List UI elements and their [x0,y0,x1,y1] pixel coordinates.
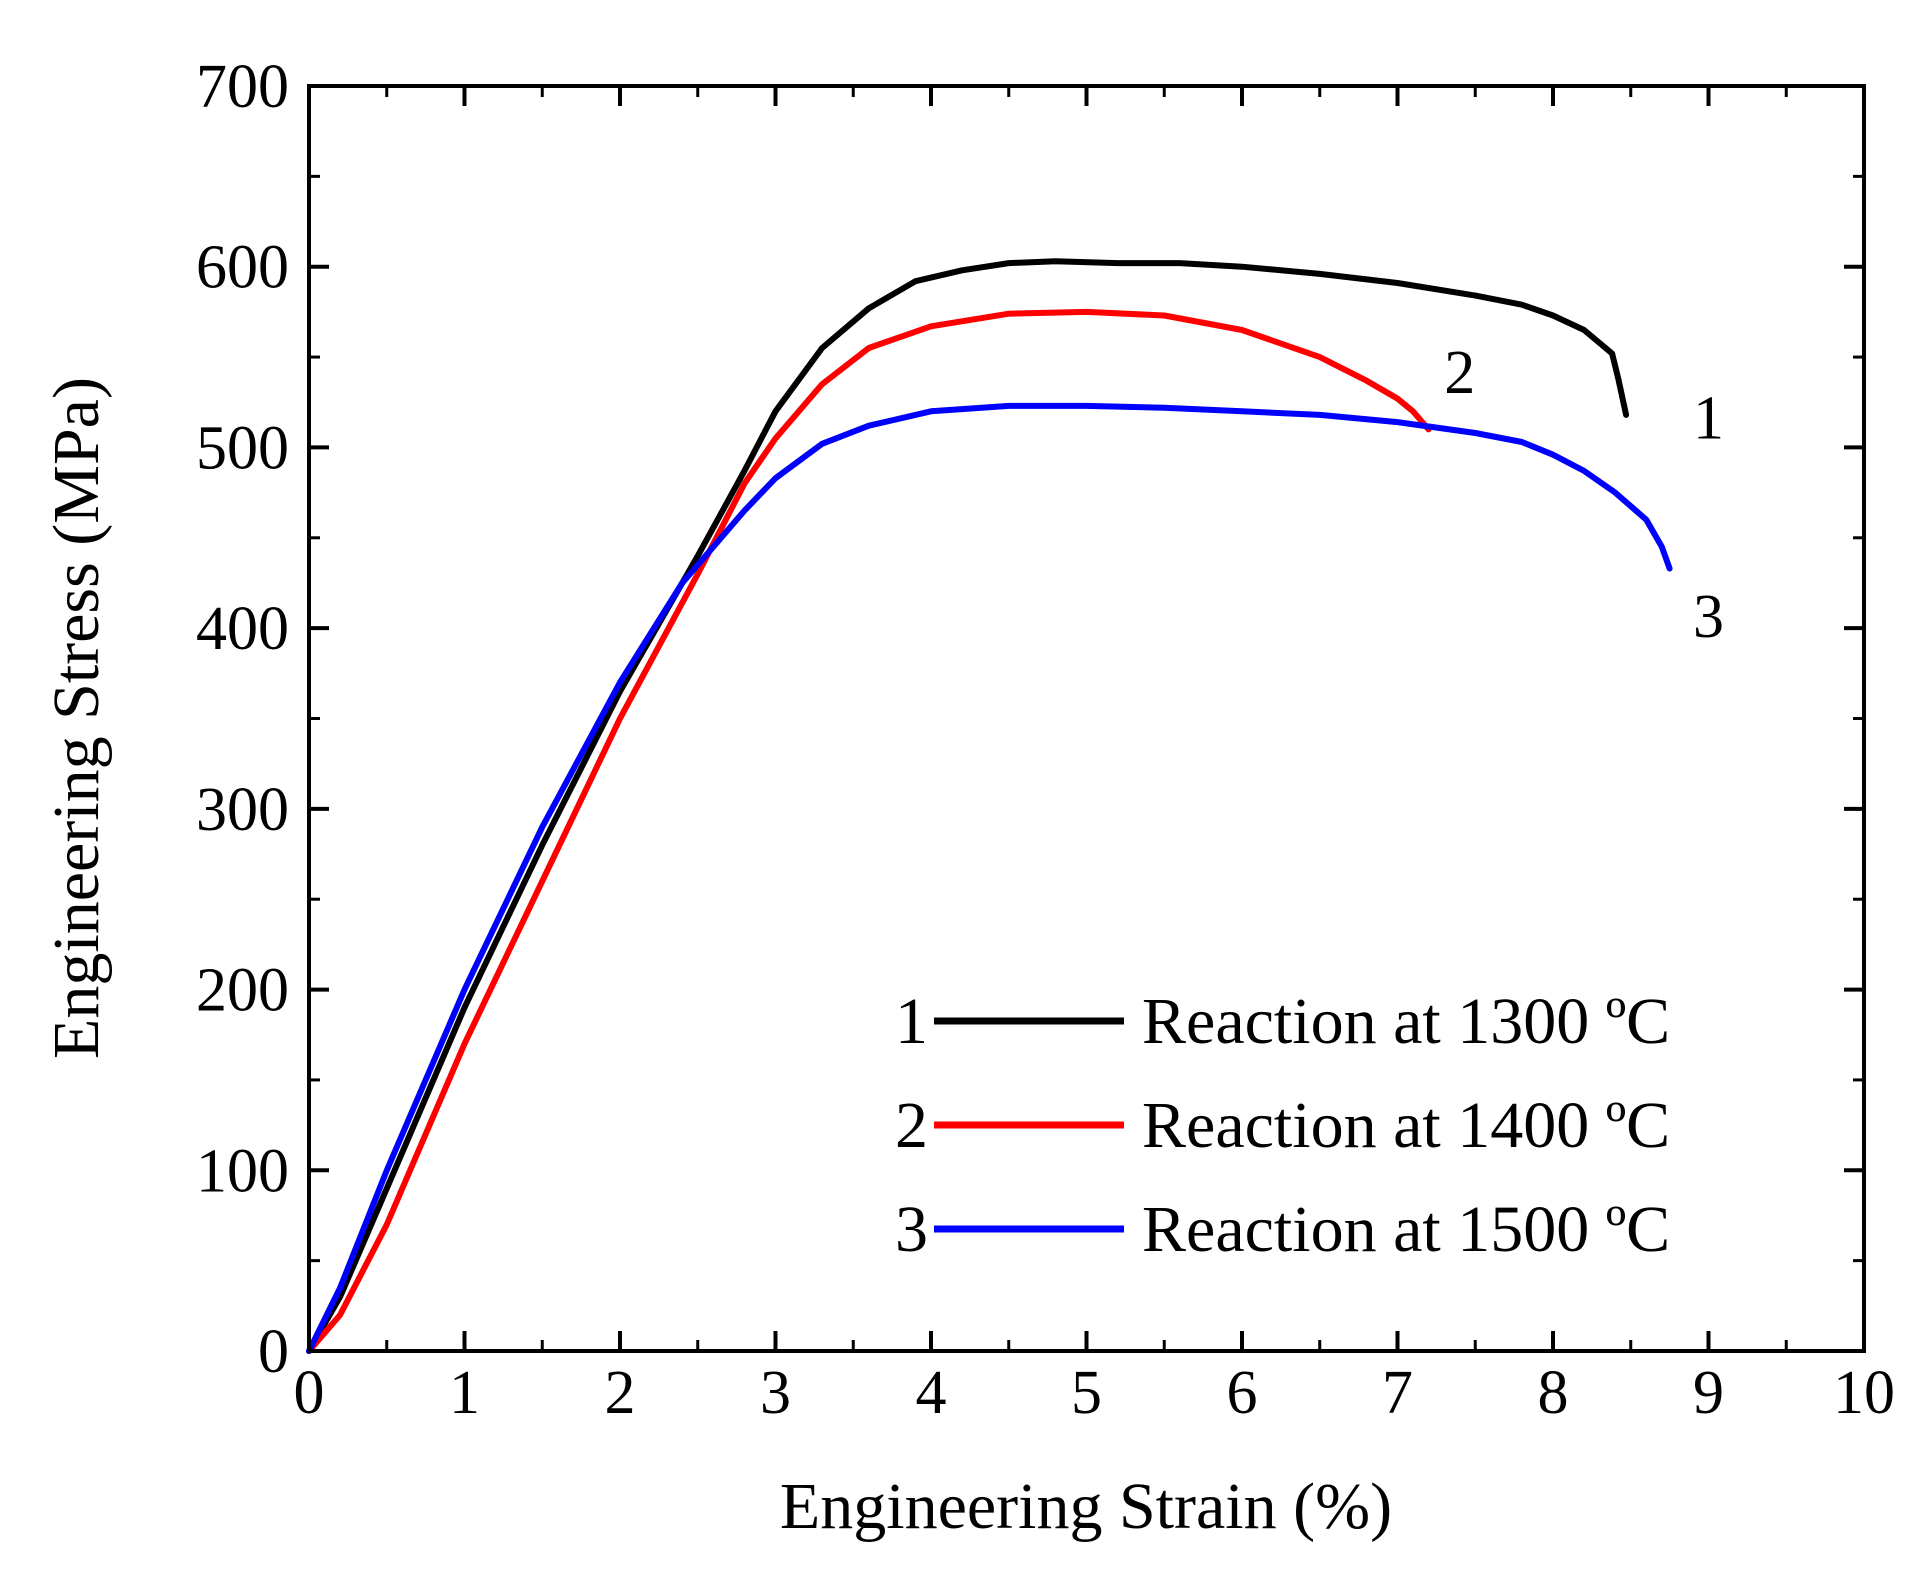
legend-number-2: 2 [895,1089,928,1162]
plot-frame [307,84,1866,1353]
x-tick-label: 8 [1538,1359,1569,1427]
y-tick-label: 300 [196,776,289,844]
series-lines [306,258,1673,1354]
y-tick-label: 500 [196,414,289,482]
y-tick-label: 0 [258,1318,289,1386]
y-axis-title: Engineering Stress (MPa) [40,377,113,1059]
end-labels: 1 2 3 [1444,339,1724,651]
legend-number-1: 1 [895,985,928,1058]
y-tick-label: 200 [196,957,289,1025]
curve-end-label-2: 2 [1444,339,1475,407]
x-tick-label: 0 [294,1359,325,1427]
series-line-2 [306,308,1432,1354]
series-line-3 [306,402,1673,1354]
y-tick-label: 600 [196,234,289,302]
y-tick-label: 100 [196,1137,289,1205]
x-tick-label: 1 [449,1359,480,1427]
y-tick-label: 700 [196,53,289,121]
x-tick-label: 2 [605,1359,636,1427]
curve-end-label-1: 1 [1693,384,1724,452]
x-axis-title: Engineering Strain (%) [780,1470,1392,1543]
legend-label-2: Reaction at 1400 ºC [1142,1089,1670,1162]
x-tick-label: 7 [1382,1359,1413,1427]
x-tick-label: 10 [1833,1359,1895,1427]
legend-label-3: Reaction at 1500 ºC [1142,1193,1670,1266]
legend-label-1: Reaction at 1300 ºC [1142,985,1670,1058]
x-tick-label: 9 [1693,1359,1724,1427]
x-tick-label: 3 [760,1359,791,1427]
x-tick-label: 4 [916,1359,947,1427]
legend-number-3: 3 [895,1193,928,1266]
x-tick-label: 5 [1071,1359,1102,1427]
curve-end-label-3: 3 [1693,583,1724,651]
y-tick-label: 400 [196,595,289,663]
legend: 1 Reaction at 1300 ºC 2 Reaction at 1400 ºC… [895,985,1670,1266]
series-line-1 [306,258,1630,1354]
x-tick-label: 6 [1227,1359,1258,1427]
